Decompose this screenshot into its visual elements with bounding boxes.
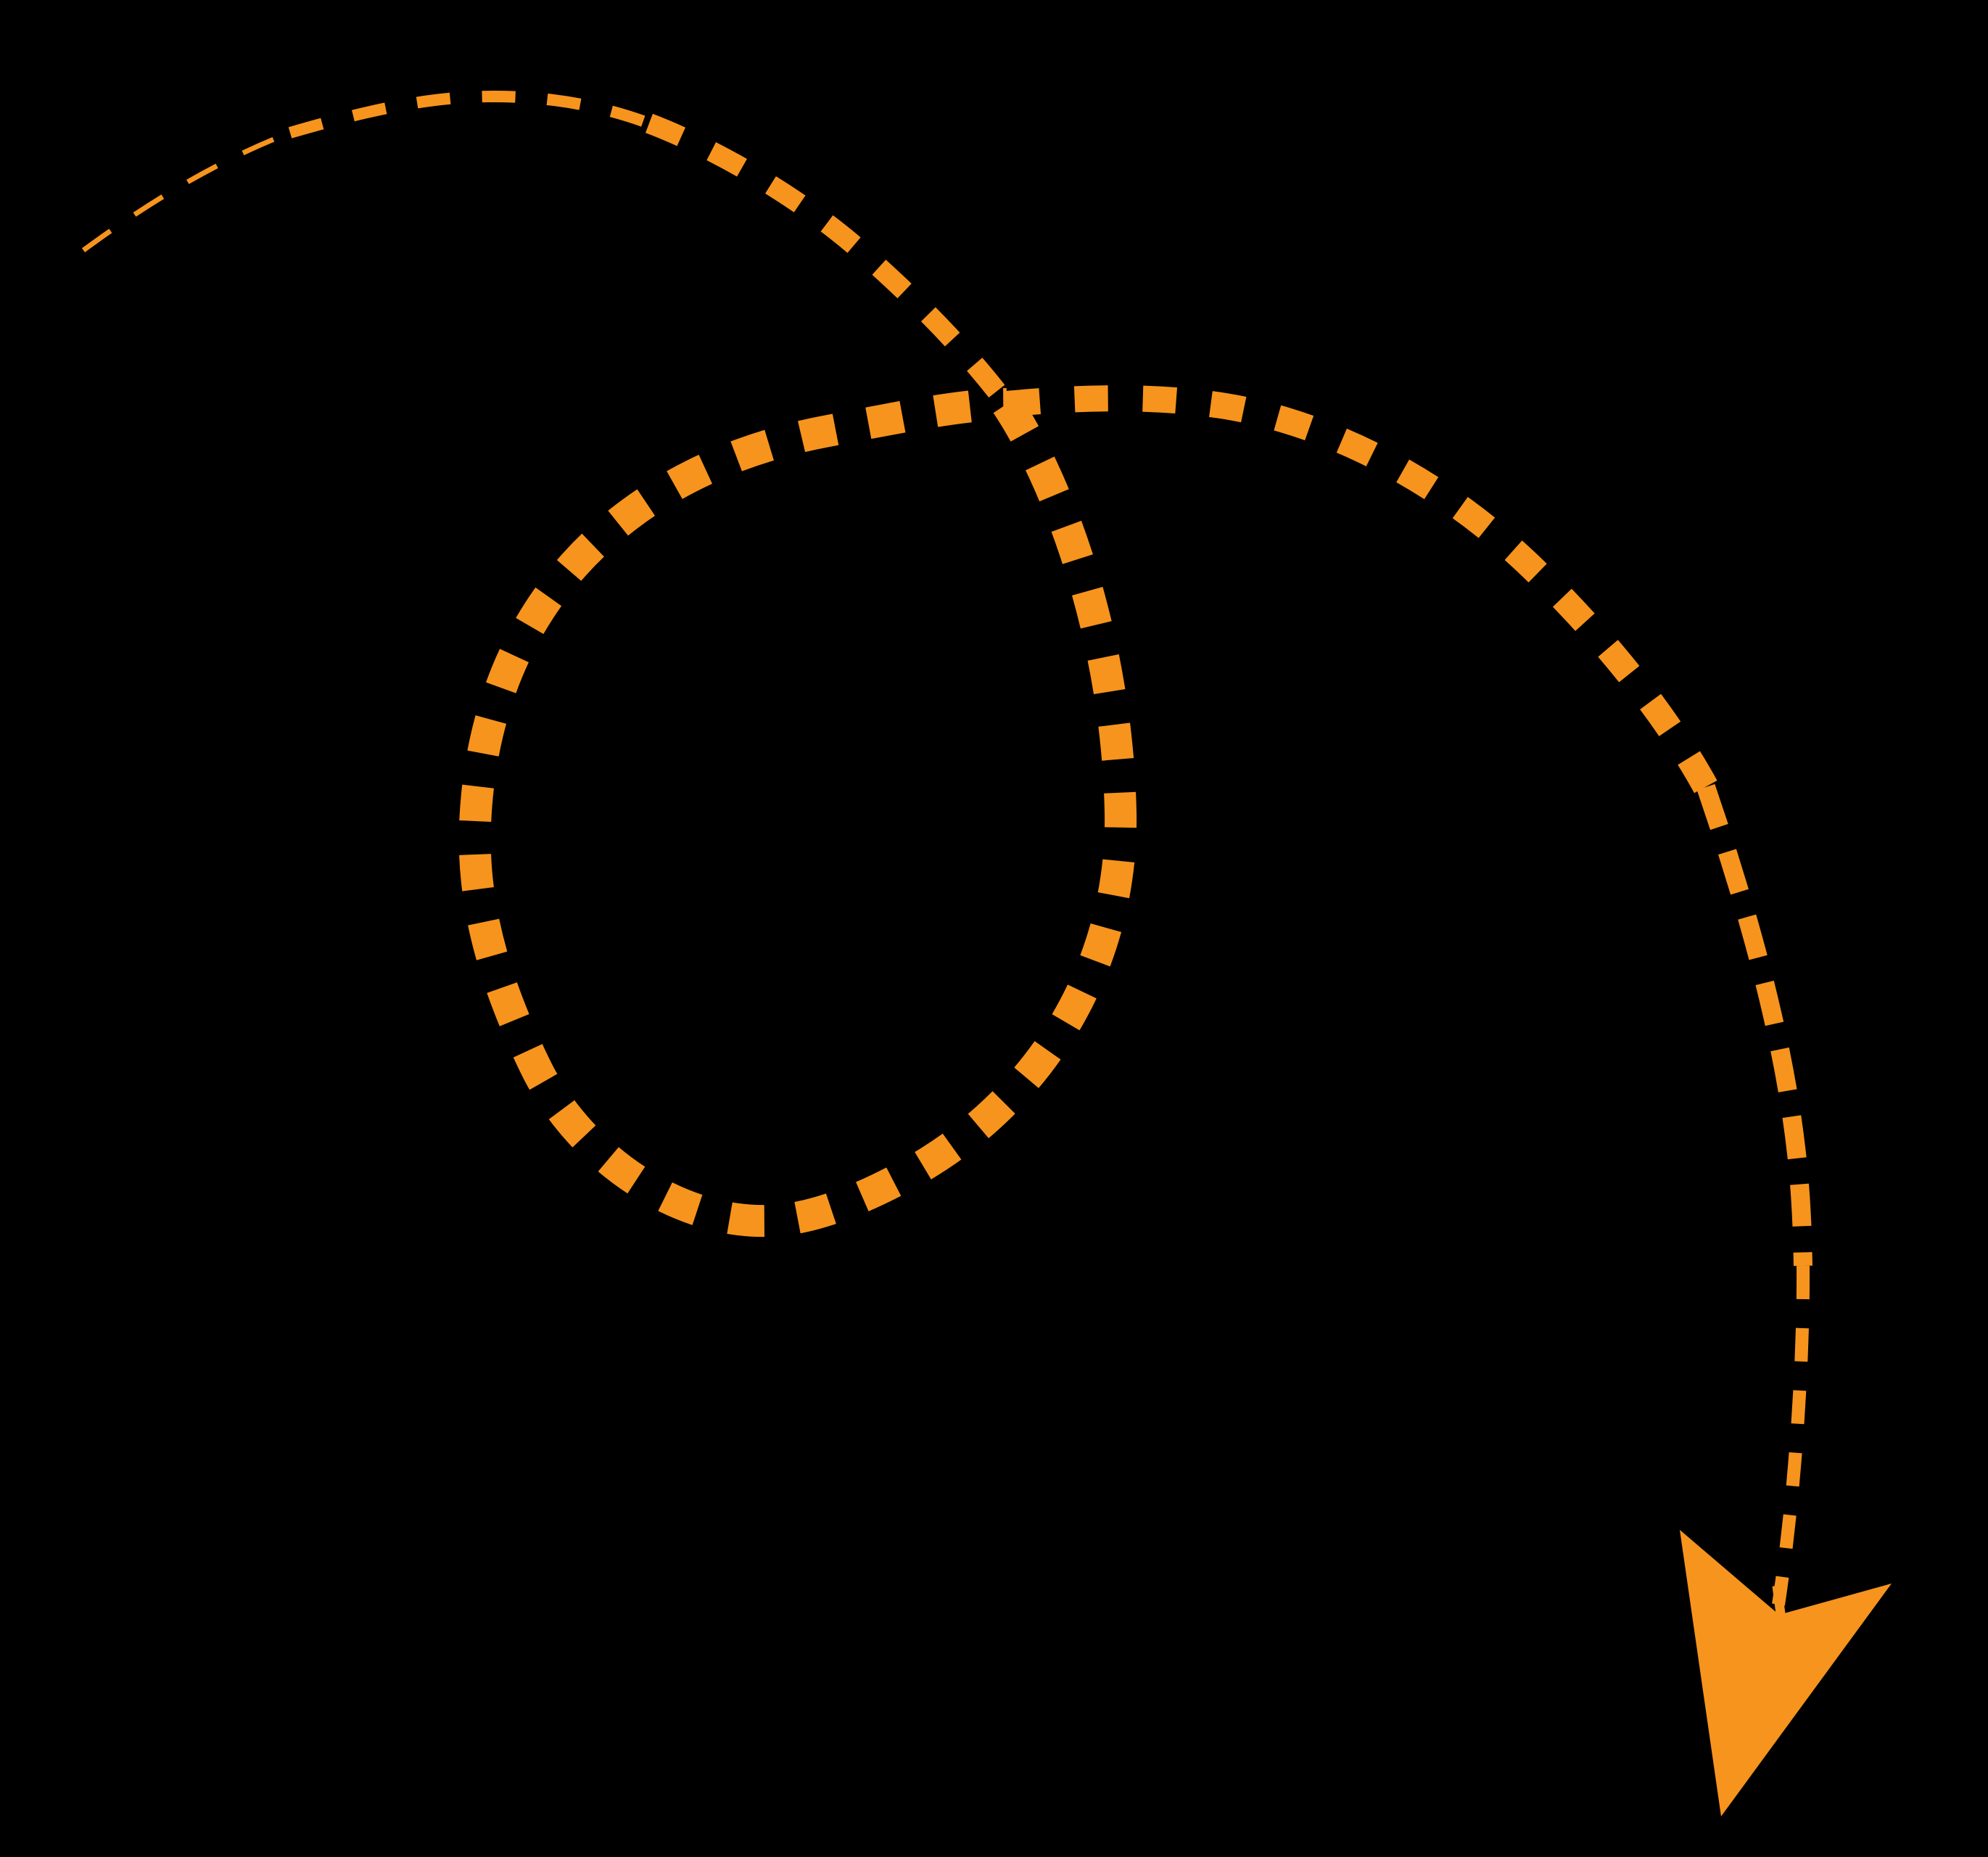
arrowhead <box>1680 1530 1892 1816</box>
arrow-dashed-path <box>81 90 1812 1620</box>
arrow-path-segment-loop <box>458 388 1137 1238</box>
arrow-path-segment-descent <box>646 113 1015 411</box>
arrow-path-segment-right-descent <box>1696 783 1812 1267</box>
arrow-path-segment-start <box>81 130 292 252</box>
arrow-path-segment-final-descent <box>1772 1265 1810 1606</box>
arrow-path-segment-peak <box>288 90 651 139</box>
arrow-path-segment-notch-stub <box>1772 1585 1786 1620</box>
